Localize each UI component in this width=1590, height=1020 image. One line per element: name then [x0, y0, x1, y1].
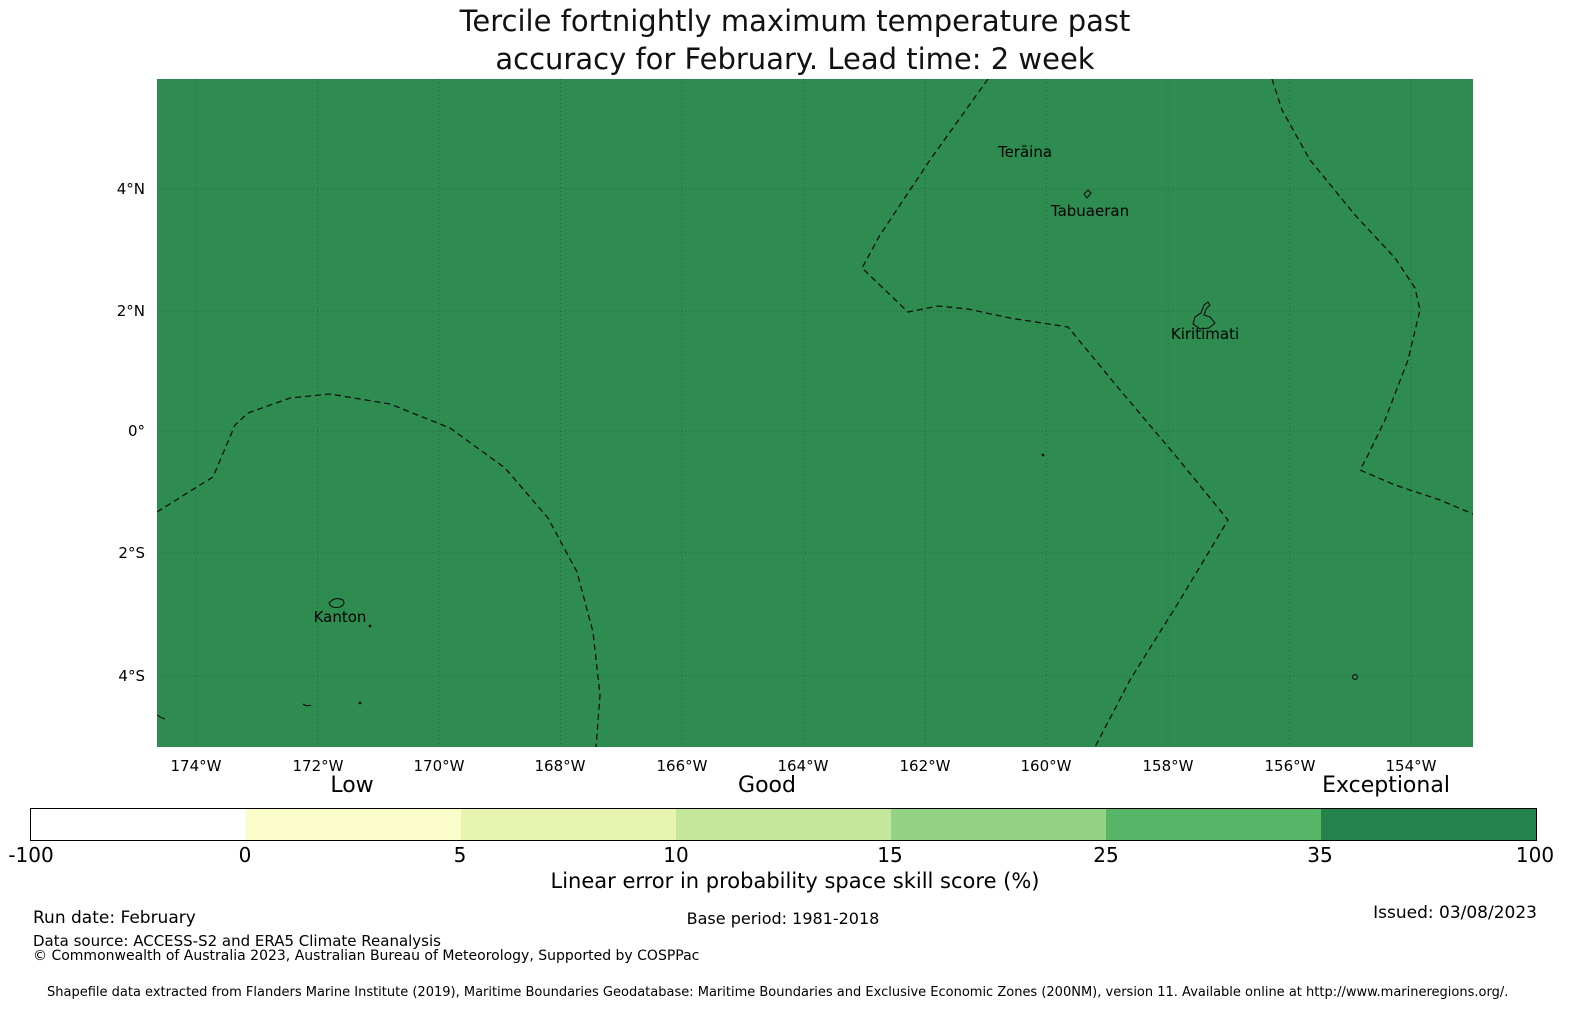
base-period-text: Base period: 1981-2018: [686, 909, 880, 928]
eez-boundary-central: [861, 79, 1229, 747]
x-tick-160w: 160°W: [1020, 757, 1072, 775]
islet-dot-1: [1041, 453, 1045, 457]
colorbar-segment-neg100-0: [31, 809, 246, 840]
island-label-kiritimati: Kiritimati: [1170, 325, 1240, 343]
kanton-island-outline: [328, 597, 345, 609]
cb-tick-5: 5: [453, 843, 467, 867]
y-tick-2n: 2°N: [116, 302, 145, 320]
y-tick-4n: 4°N: [116, 180, 145, 198]
skill-label-low: Low: [330, 773, 374, 798]
x-tick-156w: 156°W: [1264, 757, 1316, 775]
cb-tick-10: 10: [663, 843, 689, 867]
map-area: Terāina Tabuaeran Kiritimati Kanton: [157, 79, 1473, 747]
y-tick-0: 0°: [127, 422, 145, 440]
cb-tick-neg100: -100: [8, 843, 54, 867]
skill-label-exceptional: Exceptional: [1322, 773, 1450, 798]
island-label-kanton: Kanton: [313, 608, 367, 626]
tabuaeran-island-outline: [1083, 189, 1092, 199]
cb-tick-15: 15: [877, 843, 903, 867]
shapefile-note: Shapefile data extracted from Flanders M…: [47, 985, 1509, 1000]
colorbar-segment-10-15: [676, 809, 891, 840]
cb-tick-100: 100: [1515, 843, 1555, 867]
island-label-tabuaeran: Tabuaeran: [1050, 202, 1130, 220]
x-tick-172w: 172°W: [292, 757, 344, 775]
x-tick-158w: 158°W: [1142, 757, 1194, 775]
copyright-text: © Commonwealth of Australia 2023, Austra…: [33, 948, 700, 964]
chart-title-line1: Tercile fortnightly maximum temperature …: [459, 4, 1131, 38]
colorbar: [30, 808, 1537, 841]
colorbar-segment-15-25: [891, 809, 1106, 840]
minor-islet-outline: [1352, 674, 1358, 680]
map-edge-islet: [157, 714, 166, 720]
colorbar-segment-0-5: [246, 809, 461, 840]
island-label-teraina: Terāina: [997, 143, 1053, 161]
colorbar-segment-5-10: [461, 809, 676, 840]
islet-dot-2: [358, 701, 362, 705]
data-source-text: Data source: ACCESS-S2 and ERA5 Climate …: [33, 932, 441, 950]
graticule: [157, 79, 1473, 747]
chart-title-line2: accuracy for February. Lead time: 2 week: [495, 42, 1095, 76]
colorbar-label: Linear error in probability space skill …: [550, 869, 1040, 893]
cb-tick-0: 0: [238, 843, 252, 867]
chart-title: Tercile fortnightly maximum temperature …: [0, 2, 1590, 78]
y-tick-4s: 4°S: [118, 667, 145, 685]
cb-tick-25: 25: [1093, 843, 1119, 867]
colorbar-segment-35-100: [1321, 809, 1536, 840]
minor-islet-curve: [302, 703, 312, 707]
eez-boundary-east: [1271, 79, 1473, 515]
x-tick-162w: 162°W: [899, 757, 951, 775]
colorbar-segment-25-35: [1106, 809, 1321, 840]
cb-tick-35: 35: [1307, 843, 1333, 867]
map-overlays: [157, 79, 1473, 747]
kiritimati-island-outline: [1192, 301, 1216, 330]
x-tick-174w: 174°W: [170, 757, 222, 775]
skill-label-good: Good: [738, 773, 796, 798]
x-tick-170w: 170°W: [413, 757, 465, 775]
x-tick-166w: 166°W: [656, 757, 708, 775]
x-tick-154w: 154°W: [1385, 757, 1437, 775]
islet-dot-3: [368, 624, 372, 628]
run-date-text: Run date: February: [33, 908, 196, 928]
issued-date-text: Issued: 03/08/2023: [1373, 903, 1537, 923]
x-tick-164w: 164°W: [777, 757, 829, 775]
y-tick-2s: 2°S: [118, 544, 145, 562]
x-tick-168w: 168°W: [534, 757, 586, 775]
eez-boundary-west: [157, 393, 601, 747]
